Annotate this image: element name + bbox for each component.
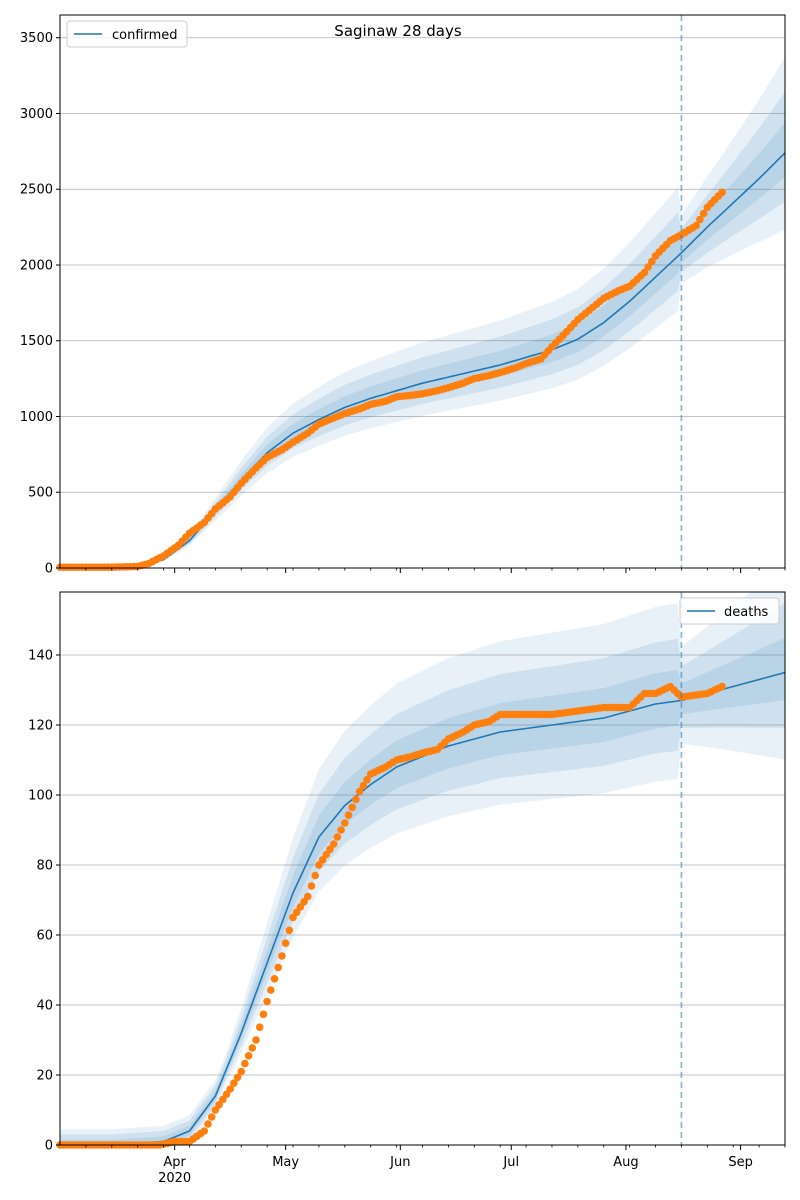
observed-point: [648, 257, 656, 266]
uncertainty-band: [60, 57, 785, 568]
observed-point: [699, 209, 708, 218]
uncertainty-band: [60, 603, 785, 1145]
observed-point: [640, 268, 649, 277]
y-tick-label: 20: [36, 1069, 53, 1084]
observed-point: [352, 795, 360, 804]
observed-point: [355, 787, 364, 796]
observed-point: [318, 856, 327, 864]
observed-point: [233, 1073, 242, 1082]
observed-point: [248, 1044, 257, 1052]
confirmed-x-axis: [85, 568, 786, 573]
observed-point: [270, 975, 279, 983]
observed-point: [204, 1120, 212, 1128]
observed-point: [237, 1067, 246, 1076]
x-tick-label: Jul: [502, 1155, 519, 1170]
observed-point: [255, 1023, 264, 1031]
observed-point: [326, 845, 334, 854]
y-tick-label: 3000: [20, 107, 53, 122]
deaths-y-axis: 0 20 40 60 80 100 120 140: [28, 649, 60, 1154]
observed-point: [215, 1101, 223, 1109]
y-tick-label: 80: [36, 859, 53, 874]
observed-point: [696, 215, 704, 224]
confirmed-legend-box: [66, 20, 188, 48]
observed-point: [267, 986, 275, 994]
observed-point: [300, 898, 308, 906]
deaths-legend-box: [679, 597, 780, 625]
deaths-series: [56, 671, 786, 1149]
deaths-legend-label: deaths: [724, 605, 769, 620]
y-tick-label: 0: [45, 562, 53, 577]
confirmed-grid: [60, 37, 785, 493]
y-tick-label: 2000: [20, 258, 53, 273]
observed-point: [341, 819, 349, 827]
confirmed-series: [56, 152, 786, 571]
y-tick-label: 500: [28, 486, 53, 501]
y-tick-label: 2500: [20, 183, 53, 198]
y-tick-label: 3500: [20, 31, 53, 46]
observed-point: [278, 952, 286, 960]
confirmed-legend: confirmed: [66, 20, 188, 48]
confirmed-uncertainty-bands: [60, 57, 785, 569]
x-tick-label: May: [272, 1155, 299, 1170]
y-tick-label: 100: [28, 789, 53, 804]
y-tick-label: 1500: [20, 334, 53, 349]
observed-point: [311, 871, 320, 880]
y-tick-label: 1000: [20, 410, 53, 425]
observed-point: [244, 1052, 253, 1060]
y-tick-label: 120: [28, 719, 53, 734]
observed-point: [304, 892, 312, 901]
uncertainty-band: [60, 592, 785, 1145]
observed-point: [274, 963, 283, 972]
observed-point: [307, 882, 316, 890]
confirmed-y-axis: 0 500 1000 1500 2000 2500 3000 3500: [20, 31, 60, 577]
observed-point: [292, 908, 301, 917]
chart-title: Saginaw 28 days: [334, 22, 462, 40]
x-tick-label: Jun: [389, 1155, 410, 1170]
deaths-grid: [60, 654, 785, 1076]
observed-point: [718, 682, 726, 691]
observed-point: [329, 840, 338, 848]
observed-point: [344, 811, 353, 819]
observed-point: [337, 826, 345, 834]
observed-point: [281, 939, 290, 947]
observed-point: [200, 1127, 209, 1135]
observed-point: [285, 926, 294, 935]
x-tick-label: Sep: [728, 1155, 753, 1170]
observed-point: [252, 1036, 260, 1044]
observed-point: [359, 781, 368, 790]
observed-point: [348, 803, 357, 812]
observed-point: [230, 1079, 238, 1087]
observed-point: [259, 1010, 268, 1019]
observed-point: [363, 776, 371, 784]
observed-point: [222, 1090, 231, 1099]
observed-point: [207, 1113, 216, 1121]
x-tick-sublabel: 2020: [158, 1171, 191, 1186]
observed-point: [718, 188, 726, 197]
observed-point: [333, 833, 342, 841]
y-tick-label: 0: [45, 1139, 53, 1154]
observed-point: [241, 1059, 249, 1068]
y-tick-label: 60: [36, 929, 53, 944]
observed-point: [263, 997, 271, 1006]
observed-point: [692, 221, 700, 230]
x-tick-label: Apr: [163, 1155, 186, 1170]
observed-point: [644, 263, 652, 271]
y-tick-label: 140: [28, 649, 53, 664]
deaths-legend: deaths: [679, 597, 780, 625]
confirmed-legend-label: confirmed: [112, 28, 178, 43]
confirmed-panel: 0 500 1000 1500 2000 2500 3000 3500 Saginaw 28 …: [20, 14, 786, 577]
y-tick-label: 40: [36, 999, 53, 1014]
observed-point: [226, 1085, 234, 1093]
x-tick-label: Aug: [613, 1155, 638, 1170]
